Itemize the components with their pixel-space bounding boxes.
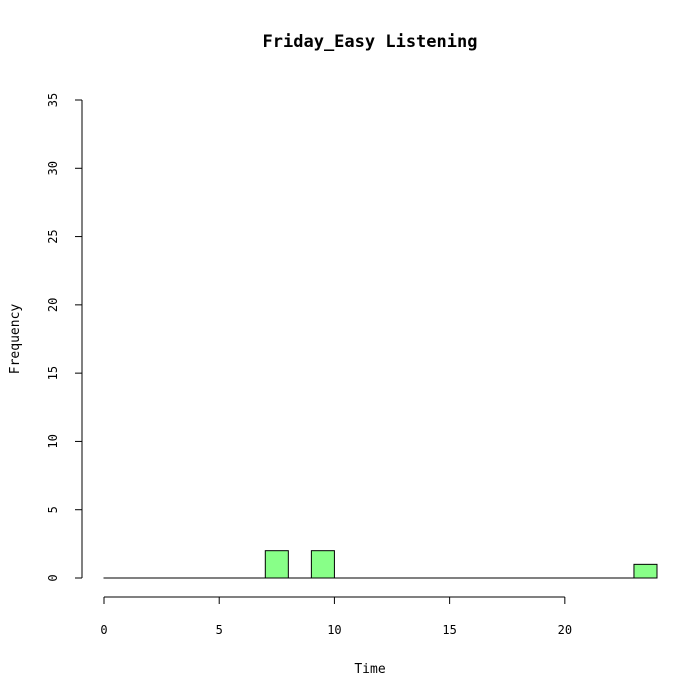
bars-group [103, 550, 658, 579]
y-tick-label-7: 35 [46, 93, 60, 107]
x-axis-label: Time [354, 662, 385, 677]
x-tick-label-3: 15 [442, 623, 456, 637]
y-axis-label: Frequency [8, 304, 23, 375]
y-tick-label-4: 20 [46, 298, 60, 312]
y-tick-label-6: 30 [46, 161, 60, 175]
x-tick-label-4: 20 [558, 623, 572, 637]
y-tick-label-2: 10 [46, 434, 60, 448]
x-tick-label-2: 10 [327, 623, 341, 637]
y-tick-label-3: 15 [46, 366, 60, 380]
histogram-bar-23 [633, 563, 658, 579]
x-tick-label-0: 0 [100, 623, 107, 637]
x-axis: 0 5 10 15 20 [100, 596, 572, 637]
histogram-bar-7 [264, 550, 289, 579]
y-tick-label-0: 0 [46, 574, 60, 581]
chart-title: Friday_Easy Listening [263, 32, 478, 52]
histogram-bar-9 [310, 550, 335, 579]
y-axis: 0 5 10 15 20 25 30 35 [46, 93, 83, 582]
y-tick-label-5: 25 [46, 229, 60, 243]
x-tick-label-1: 5 [216, 623, 223, 637]
y-tick-label-1: 5 [46, 506, 60, 513]
